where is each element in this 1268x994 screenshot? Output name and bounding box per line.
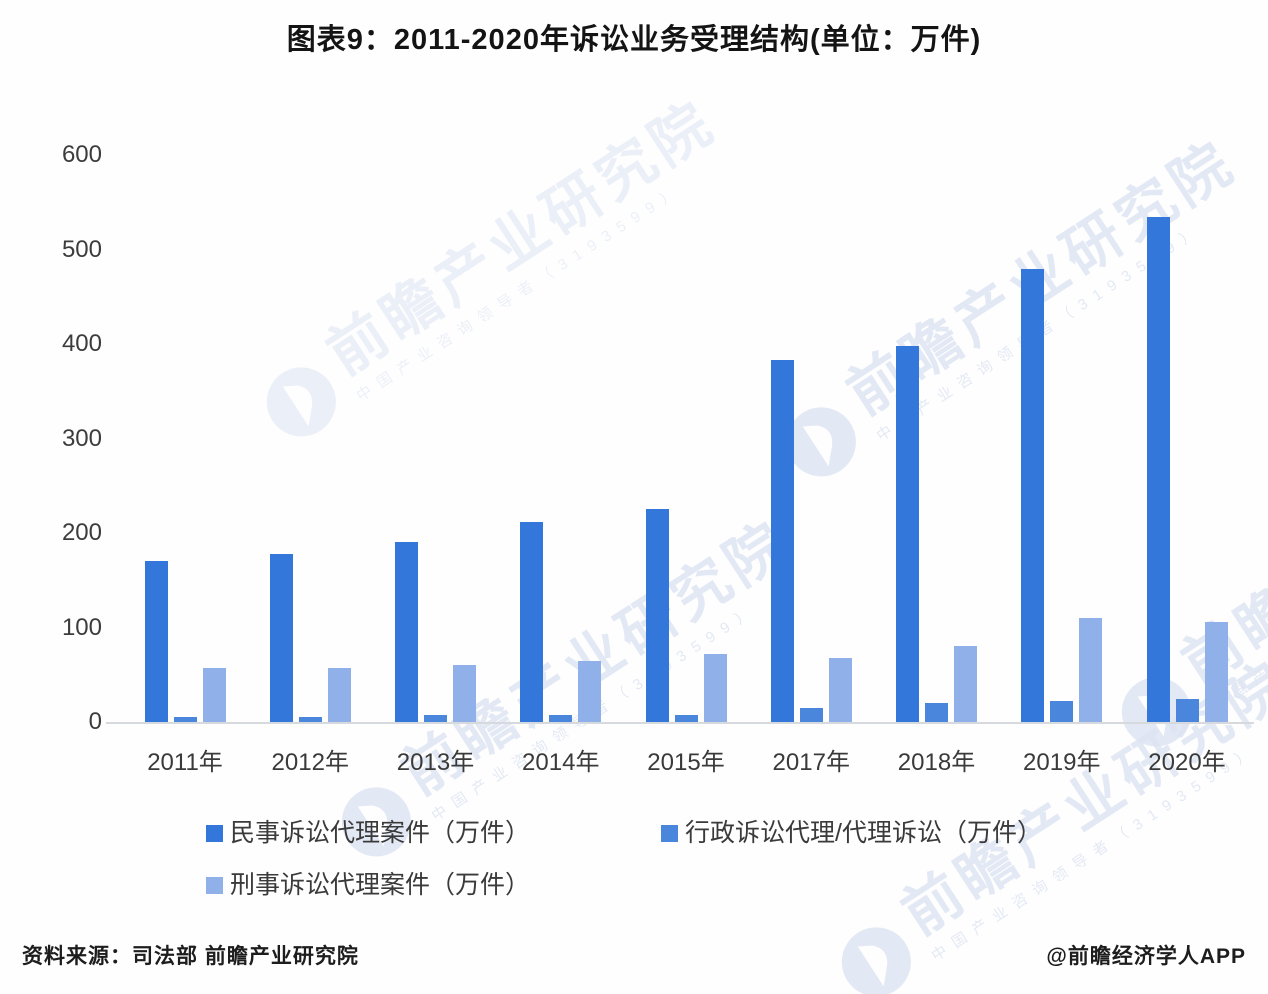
bar-2011年-series2	[202, 668, 226, 722]
bar-2014年-series1	[549, 715, 573, 722]
x-axis-label-2011年: 2011年	[147, 749, 223, 776]
bar-2013年-series0	[395, 542, 418, 722]
legend-item-criminal-litigation: 刑事诉讼代理案件（万件）	[206, 870, 530, 900]
watermark: 前瞻产业研究院 中国产业咨询领导者（3193599）	[766, 129, 1259, 491]
bar-2012年-series1	[298, 717, 322, 722]
brand-logo-icon	[251, 352, 351, 452]
bar-2015年-series2	[703, 654, 727, 722]
legend-label: 行政诉讼代理/代理诉讼（万件）	[685, 819, 1042, 847]
data-source-note: 资料来源：司法部 前瞻产业研究院	[22, 945, 359, 968]
bar-2019年-series2	[1079, 618, 1103, 722]
legend-label: 民事诉讼代理案件（万件）	[230, 819, 531, 847]
bar-2017年-series1	[799, 708, 823, 722]
legend-swatch-administrative-litigation	[661, 824, 678, 842]
y-axis-tick-200: 200	[61, 519, 102, 546]
chart-title: 图表9：2011-2020年诉讼业务受理结构(单位：万件)	[286, 24, 982, 56]
legend-swatch-civil-litigation	[206, 824, 223, 842]
bar-2014年-series0	[520, 522, 544, 722]
bar-2019年-series1	[1050, 701, 1074, 722]
y-axis-tick-0: 0	[88, 708, 102, 735]
x-axis-line	[106, 722, 1254, 724]
bar-2014年-series2	[578, 661, 602, 722]
x-axis-label-2012年: 2012年	[271, 749, 349, 776]
watermark: 前瞻产业研究院 中国产业咨询领导者（3193599）	[246, 88, 739, 452]
x-axis-label-2020年: 2020年	[1148, 749, 1226, 776]
y-axis-tick-300: 300	[61, 424, 102, 452]
bar-2015年-series0	[645, 509, 669, 722]
watermark-brand-text: 前瞻产业研究院	[316, 88, 728, 388]
legend-item-administrative-litigation: 行政诉讼代理/代理诉讼（万件）	[661, 818, 1042, 848]
bar-2018年-series1	[925, 703, 948, 722]
bar-2012年-series2	[327, 668, 351, 722]
legend-swatch-criminal-litigation	[206, 876, 223, 894]
y-axis-tick-100: 100	[61, 613, 102, 641]
watermark-tagline-text: 中国产业咨询领导者（3193599）	[0, 481, 4, 738]
bar-2017年-series0	[770, 360, 794, 722]
bar-2012年-series0	[269, 554, 293, 722]
bar-2019年-series0	[1021, 269, 1045, 722]
watermark: 前瞻产业研究院 中国产业咨询领导者（3193599）	[0, 425, 4, 738]
bar-2018年-series2	[954, 646, 977, 722]
bar-2018年-series0	[896, 346, 919, 722]
y-axis-tick-400: 400	[61, 330, 102, 357]
bar-2011年-series1	[173, 717, 197, 722]
watermark-tagline-text: 中国产业咨询领导者（3193599）	[353, 180, 687, 405]
x-axis-label-2014年: 2014年	[522, 749, 600, 776]
app-credit: @前瞻经济学人APP	[1046, 945, 1246, 968]
bar-2015年-series1	[674, 715, 698, 722]
bar-2013年-series1	[424, 715, 447, 722]
bar-2020年-series0	[1146, 217, 1170, 722]
x-axis-label-2018年: 2018年	[897, 749, 976, 776]
bar-2017年-series2	[828, 658, 852, 722]
bar-2011年-series0	[144, 561, 168, 722]
x-axis-label-2015年: 2015年	[647, 749, 725, 776]
watermark-tagline-text: 中国产业咨询领导者（3193599）	[873, 220, 1207, 445]
y-axis-tick-600: 600	[61, 141, 102, 168]
x-axis-label-2013年: 2013年	[396, 749, 475, 776]
x-axis-label-2017年: 2017年	[772, 749, 850, 776]
bar-2013年-series2	[453, 665, 476, 722]
bar-2020年-series1	[1175, 699, 1199, 722]
watermark-tagline-text: 中国产业咨询领导者（3193599）	[428, 600, 762, 825]
y-axis-tick-500: 500	[61, 235, 102, 263]
bar-2020年-series2	[1204, 622, 1228, 722]
legend-item-civil-litigation: 民事诉讼代理案件（万件）	[206, 818, 530, 848]
brand-logo-icon	[826, 912, 926, 994]
x-axis-label-2019年: 2019年	[1023, 749, 1101, 776]
legend-label: 刑事诉讼代理案件（万件）	[230, 871, 531, 899]
